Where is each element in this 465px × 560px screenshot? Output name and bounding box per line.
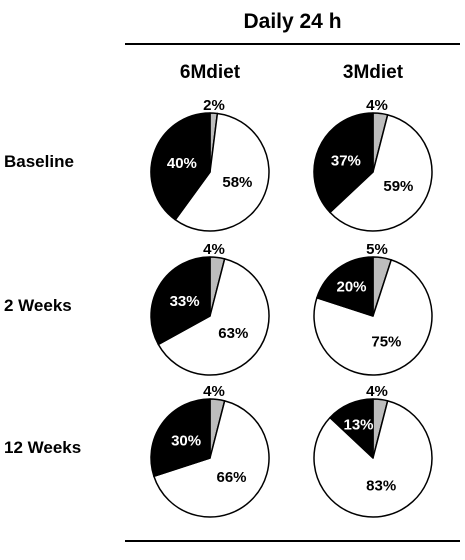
pie-label-gray: 4% [203,383,225,400]
row-label-2-weeks: 2 Weeks [4,296,72,315]
pie-label-black: 40% [167,155,197,172]
pie-slice-white [329,114,433,232]
pie-label-black: 30% [171,433,201,450]
pie-label-black: 37% [331,152,361,169]
pie-slice-white [153,400,270,518]
pie-slice-black [150,112,211,221]
pie-baseline-3mdiet: 4% 59% 37% [313,97,433,232]
pie-baseline-6mdiet: 2% 58% 40% [150,97,270,232]
pie-label-black: 20% [336,278,366,295]
column-header-6mdiet: 6Mdiet [179,62,241,83]
pie-label-white: 83% [366,477,396,494]
pie-slice-black [150,256,211,346]
pie-label-gray: 4% [203,241,225,258]
pie-slice-white [313,259,433,376]
pie-slice-black [329,398,374,459]
pie-2-weeks-6mdiet: 4% 63% 33% [150,241,270,376]
pie-slice-white [174,112,270,232]
pie-12-weeks-3mdiet: 4% 83% 13% [313,383,433,518]
pie-label-white: 58% [222,174,252,191]
pie-slice-black [150,398,211,477]
bottom-rule [125,540,460,542]
pie-label-white: 75% [371,333,401,350]
row-label-baseline: Baseline [4,152,74,171]
pie-label-gray: 5% [366,241,388,258]
top-rule [125,43,460,45]
pie-slice-white [313,400,433,518]
pie-slice-black [316,256,374,317]
pie-label-white: 59% [383,178,413,195]
pie-label-white: 63% [218,325,248,342]
column-header-3mdiet: 3Mdiet [342,62,404,83]
pie-2-weeks-3mdiet: 5% 75% 20% [313,241,433,376]
pie-label-gray: 4% [366,383,388,400]
pie-label-white: 66% [216,469,246,486]
pie-label-gray: 2% [203,97,225,114]
row-label-12-weeks: 12 Weeks [4,438,82,457]
pie-label-black: 33% [170,293,200,310]
pie-label-black: 13% [343,416,373,433]
pie-slice-white [157,258,270,376]
pie-12-weeks-6mdiet: 4% 66% 30% [150,383,270,518]
pie-label-gray: 4% [366,97,388,114]
chart-title: Daily 24 h [243,10,342,33]
pie-slice-black [313,112,374,214]
